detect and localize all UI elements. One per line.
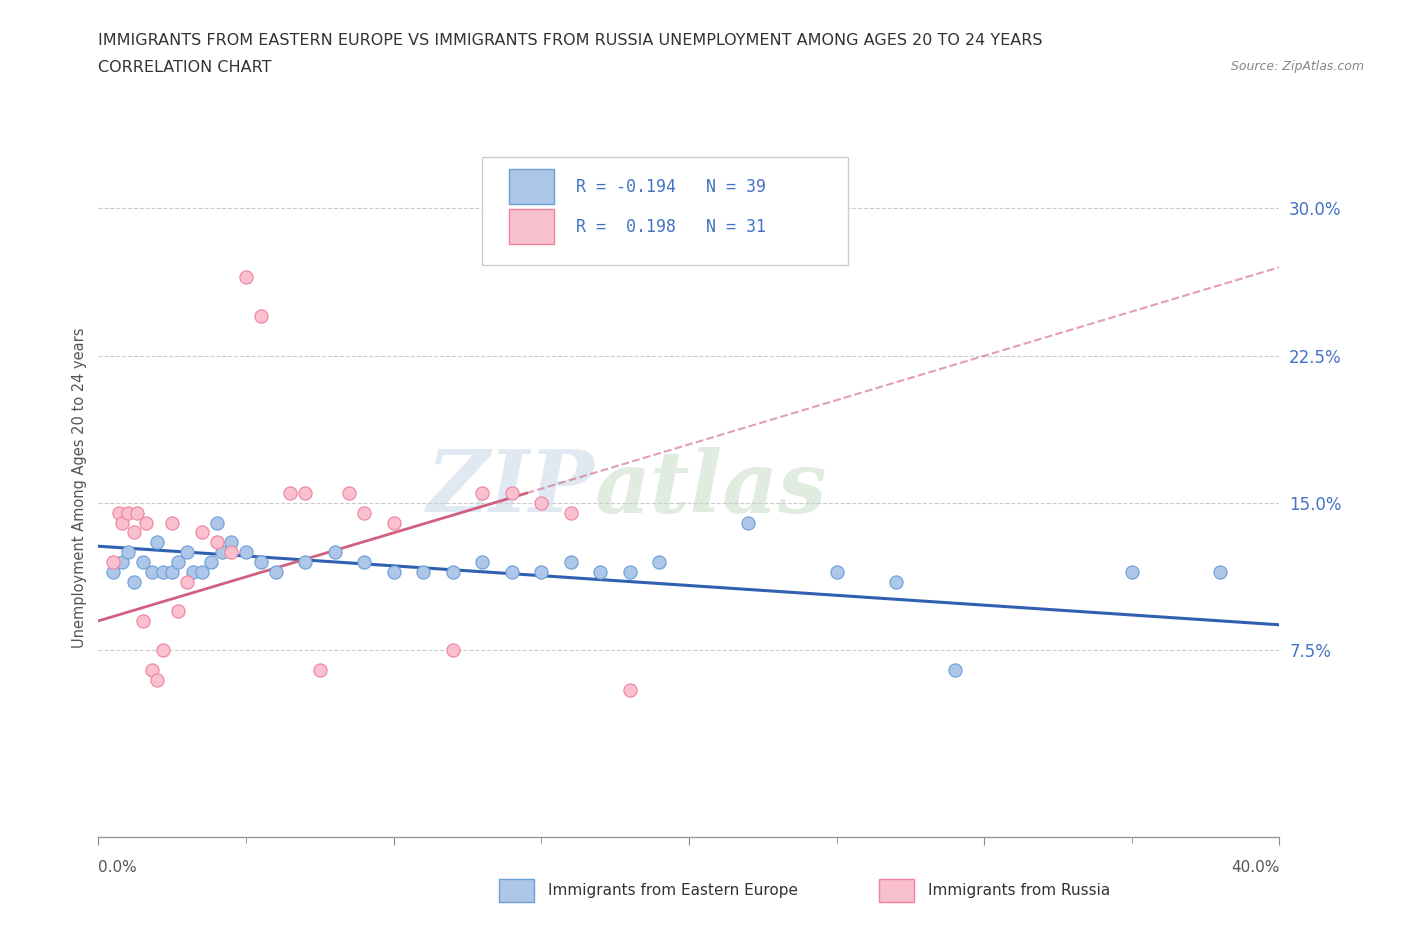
FancyBboxPatch shape	[509, 209, 554, 245]
Point	[181, 565, 204, 579]
Point	[501, 565, 523, 579]
Point	[108, 505, 131, 520]
Point	[943, 662, 966, 677]
FancyBboxPatch shape	[482, 157, 848, 265]
Point	[205, 515, 228, 530]
Point	[1121, 565, 1143, 579]
Point	[211, 545, 233, 560]
Point	[141, 662, 163, 677]
Text: ZIP: ZIP	[426, 446, 595, 530]
Point	[176, 574, 198, 589]
Point	[235, 270, 257, 285]
Y-axis label: Unemployment Among Ages 20 to 24 years: Unemployment Among Ages 20 to 24 years	[72, 328, 87, 648]
Point	[560, 554, 582, 569]
Point	[530, 565, 553, 579]
Point	[530, 496, 553, 511]
Text: Immigrants from Russia: Immigrants from Russia	[928, 883, 1111, 897]
Point	[141, 565, 163, 579]
Point	[294, 554, 316, 569]
Point	[441, 565, 464, 579]
Text: R = -0.194   N = 39: R = -0.194 N = 39	[575, 178, 765, 196]
Point	[619, 683, 641, 698]
Point	[250, 309, 273, 324]
Point	[337, 485, 360, 500]
Point	[117, 505, 139, 520]
Point	[884, 574, 907, 589]
Point	[1209, 565, 1232, 579]
Point	[205, 535, 228, 550]
Point	[309, 662, 332, 677]
Point	[589, 565, 612, 579]
Point	[825, 565, 848, 579]
Text: Source: ZipAtlas.com: Source: ZipAtlas.com	[1230, 60, 1364, 73]
Point	[191, 525, 214, 540]
Text: 0.0%: 0.0%	[98, 860, 138, 875]
Point	[648, 554, 671, 569]
Point	[122, 525, 145, 540]
Point	[152, 565, 174, 579]
Point	[471, 554, 494, 569]
Point	[200, 554, 222, 569]
Point	[132, 554, 155, 569]
Point	[412, 565, 434, 579]
Point	[191, 565, 214, 579]
FancyBboxPatch shape	[509, 169, 554, 205]
Point	[111, 554, 134, 569]
Point	[152, 643, 174, 658]
Point	[619, 565, 641, 579]
Point	[560, 505, 582, 520]
Point	[501, 485, 523, 500]
Point	[353, 505, 375, 520]
Point	[382, 565, 405, 579]
Point	[235, 545, 257, 560]
Point	[441, 643, 464, 658]
Point	[135, 515, 157, 530]
Point	[219, 535, 242, 550]
Text: 40.0%: 40.0%	[1232, 860, 1279, 875]
Point	[103, 565, 125, 579]
Point	[471, 485, 494, 500]
Point	[323, 545, 346, 560]
Point	[264, 565, 287, 579]
Point	[353, 554, 375, 569]
Point	[162, 565, 183, 579]
Point	[103, 554, 125, 569]
Point	[122, 574, 145, 589]
Point	[382, 515, 405, 530]
Point	[117, 545, 139, 560]
Text: atlas: atlas	[595, 446, 827, 530]
Point	[278, 485, 302, 500]
Point	[132, 614, 155, 629]
Text: R =  0.198   N = 31: R = 0.198 N = 31	[575, 218, 765, 235]
Point	[176, 545, 198, 560]
Point	[146, 672, 169, 687]
Text: CORRELATION CHART: CORRELATION CHART	[98, 60, 271, 75]
Point	[162, 515, 183, 530]
Text: Immigrants from Eastern Europe: Immigrants from Eastern Europe	[548, 883, 799, 897]
Text: IMMIGRANTS FROM EASTERN EUROPE VS IMMIGRANTS FROM RUSSIA UNEMPLOYMENT AMONG AGES: IMMIGRANTS FROM EASTERN EUROPE VS IMMIGR…	[98, 33, 1043, 47]
Point	[167, 604, 190, 618]
Point	[294, 485, 316, 500]
Point	[167, 554, 190, 569]
Point	[250, 554, 273, 569]
Point	[146, 535, 169, 550]
Point	[125, 505, 148, 520]
Point	[111, 515, 134, 530]
Point	[219, 545, 242, 560]
Point	[737, 515, 759, 530]
